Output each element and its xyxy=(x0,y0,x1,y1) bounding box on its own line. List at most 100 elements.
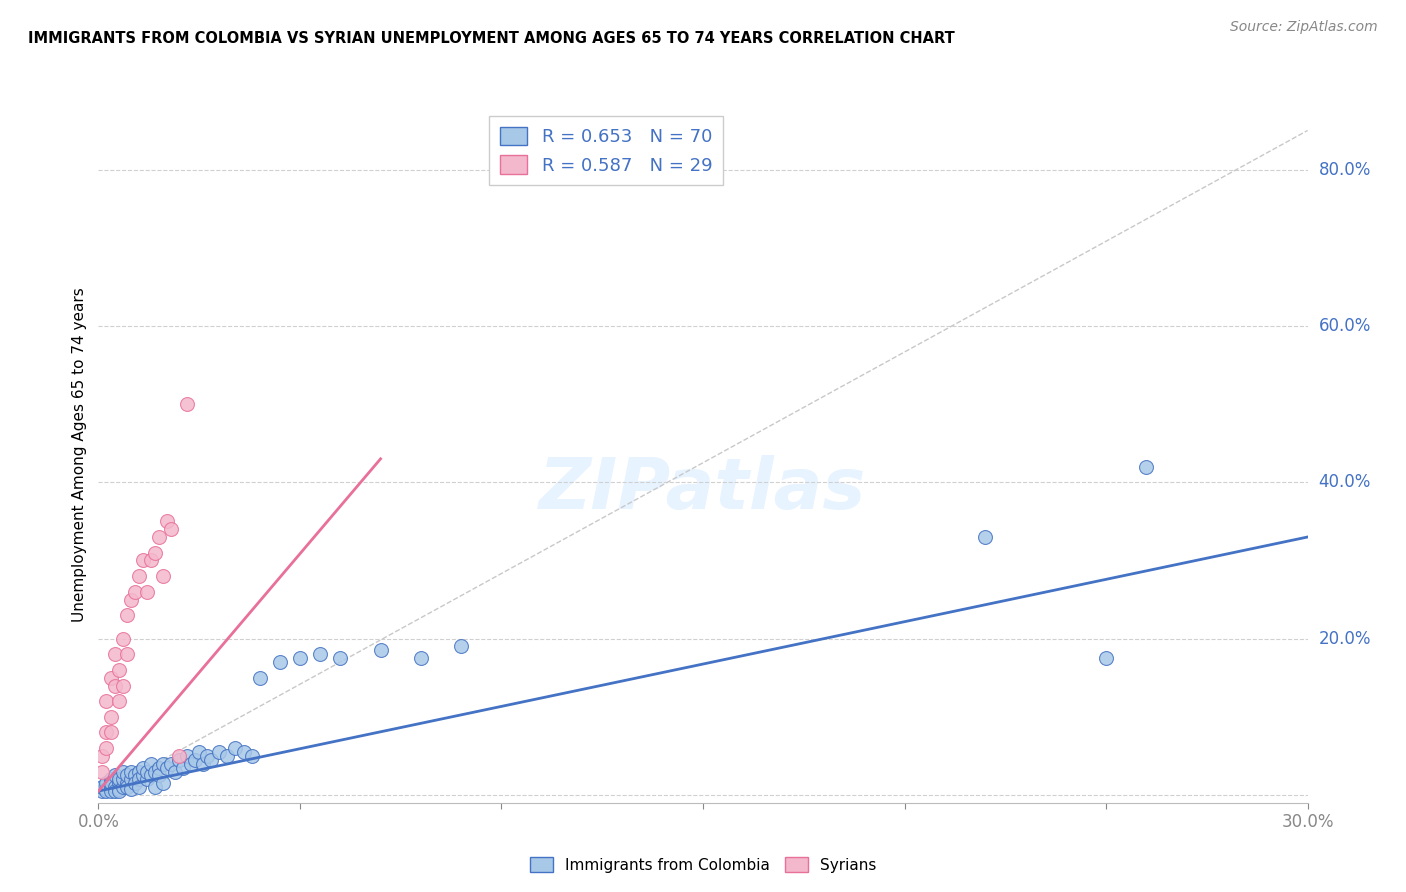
Point xyxy=(329,651,352,665)
Point xyxy=(193,756,215,771)
Point xyxy=(148,761,170,775)
Text: ZIPatlas: ZIPatlas xyxy=(540,455,866,524)
Point xyxy=(152,569,174,583)
Point xyxy=(176,397,198,411)
Point xyxy=(163,764,186,779)
Point xyxy=(107,781,129,796)
Point xyxy=(128,772,150,787)
Point xyxy=(103,784,125,798)
Point xyxy=(100,725,122,739)
Point xyxy=(132,768,155,782)
Point xyxy=(409,651,432,665)
Point xyxy=(180,756,202,771)
Point xyxy=(103,768,125,782)
Text: 40.0%: 40.0% xyxy=(1319,474,1371,491)
Point xyxy=(107,694,129,708)
Point xyxy=(148,768,170,782)
Point xyxy=(111,764,134,779)
Point xyxy=(103,647,125,661)
Point xyxy=(160,522,183,536)
Point xyxy=(450,640,472,654)
Point xyxy=(139,768,162,782)
Point xyxy=(91,764,114,779)
Point xyxy=(269,655,291,669)
Point xyxy=(111,772,134,787)
Point xyxy=(1095,651,1118,665)
Point xyxy=(100,776,122,790)
Point xyxy=(100,772,122,787)
Point xyxy=(96,694,118,708)
Point xyxy=(120,764,142,779)
Point xyxy=(91,780,114,794)
Point xyxy=(96,741,118,756)
Point xyxy=(249,671,271,685)
Point xyxy=(128,764,150,779)
Point xyxy=(172,761,194,775)
Point xyxy=(96,784,118,798)
Point xyxy=(115,768,138,782)
Point xyxy=(143,780,166,794)
Point xyxy=(232,745,254,759)
Point xyxy=(107,772,129,787)
Point xyxy=(111,780,134,794)
Point xyxy=(115,608,138,623)
Point xyxy=(111,632,134,646)
Point xyxy=(96,776,118,790)
Point xyxy=(160,756,183,771)
Point xyxy=(148,530,170,544)
Point xyxy=(100,710,122,724)
Text: Source: ZipAtlas.com: Source: ZipAtlas.com xyxy=(1230,20,1378,34)
Point xyxy=(135,772,157,787)
Point xyxy=(120,781,142,796)
Y-axis label: Unemployment Among Ages 65 to 74 years: Unemployment Among Ages 65 to 74 years xyxy=(72,287,87,623)
Point xyxy=(124,776,146,790)
Point xyxy=(96,781,118,796)
Point xyxy=(132,761,155,775)
Point xyxy=(208,745,231,759)
Text: 20.0%: 20.0% xyxy=(1319,630,1371,648)
Point xyxy=(217,748,239,763)
Point xyxy=(100,780,122,794)
Point xyxy=(135,764,157,779)
Point xyxy=(240,748,263,763)
Point xyxy=(143,546,166,560)
Point xyxy=(135,584,157,599)
Point xyxy=(167,748,190,763)
Point xyxy=(96,725,118,739)
Point xyxy=(152,776,174,790)
Point xyxy=(156,761,179,775)
Point xyxy=(103,679,125,693)
Point xyxy=(132,553,155,567)
Point xyxy=(107,784,129,798)
Point xyxy=(100,784,122,798)
Point xyxy=(124,768,146,782)
Point xyxy=(195,748,218,763)
Point xyxy=(128,569,150,583)
Point xyxy=(139,553,162,567)
Point xyxy=(176,748,198,763)
Point xyxy=(152,756,174,771)
Point xyxy=(184,753,207,767)
Text: 60.0%: 60.0% xyxy=(1319,317,1371,334)
Point xyxy=(115,776,138,790)
Point xyxy=(120,772,142,787)
Point xyxy=(309,647,332,661)
Point xyxy=(156,514,179,528)
Point xyxy=(143,764,166,779)
Point xyxy=(100,671,122,685)
Point xyxy=(115,780,138,794)
Point xyxy=(974,530,997,544)
Text: 80.0%: 80.0% xyxy=(1319,161,1371,178)
Point xyxy=(288,651,311,665)
Point xyxy=(120,592,142,607)
Point xyxy=(91,784,114,798)
Point xyxy=(200,753,222,767)
Point xyxy=(115,647,138,661)
Point xyxy=(224,741,246,756)
Point xyxy=(107,663,129,677)
Point xyxy=(1135,459,1157,474)
Point xyxy=(91,748,114,763)
Point xyxy=(111,679,134,693)
Point xyxy=(167,753,190,767)
Point xyxy=(128,780,150,794)
